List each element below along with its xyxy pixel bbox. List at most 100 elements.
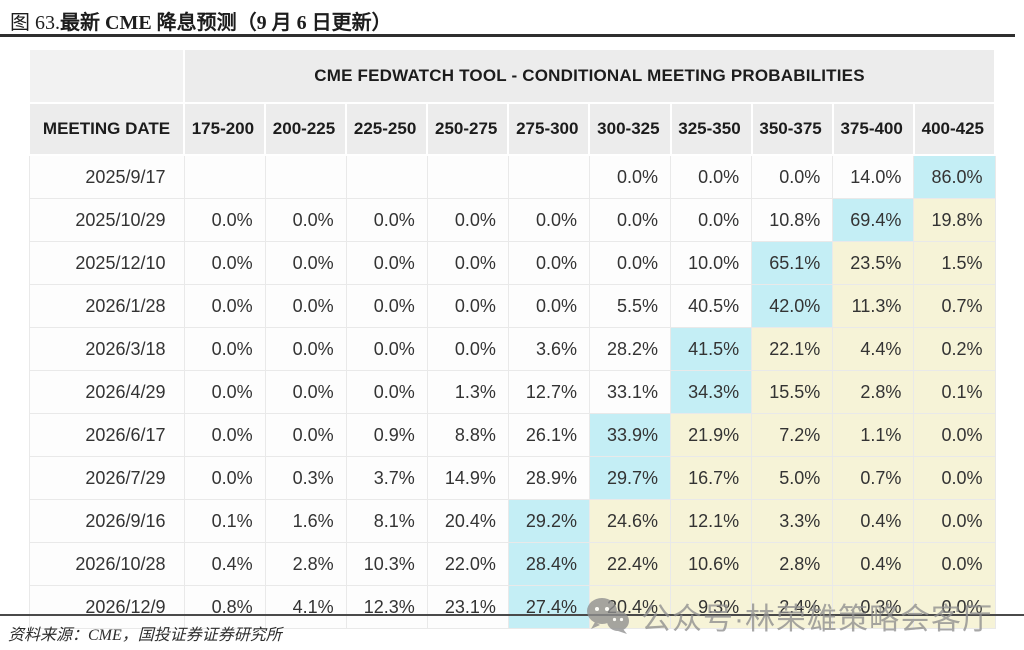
probability-cell: 0.0%: [264, 241, 347, 285]
probability-cell: 23.5%: [832, 241, 915, 285]
figure-title: 图 63.最新 CME 降息预测（9 月 6 日更新）: [10, 6, 392, 35]
table-row: 2025/12/10 0.0% 0.0% 0.0% 0.0% 0.0% 0.0% 10.0% 6…: [28, 241, 996, 285]
probability-cell: 26.1%: [507, 413, 590, 457]
probability-cell: 0.0%: [751, 154, 834, 199]
probability-cell: 0.0%: [507, 198, 590, 242]
probability-cell: 3.3%: [751, 499, 834, 543]
probability-cell: 0.0%: [507, 241, 590, 285]
table-row: 2026/1/28 0.0% 0.0% 0.0% 0.0% 0.0% 5.5% 40.5% 42…: [28, 284, 996, 328]
probability-cell: 3.7%: [345, 456, 428, 500]
spanning-header-row: CME FEDWATCH TOOL - CONDITIONAL MEETING …: [28, 48, 996, 104]
rate-range-header: 400-425: [912, 102, 997, 156]
probability-cell: 0.0%: [264, 284, 347, 328]
figure-title-text: 最新 CME 降息预测（9 月 6 日更新）: [60, 12, 392, 34]
probability-cell: 8.1%: [345, 499, 428, 543]
probability-cell: 14.0%: [832, 154, 915, 199]
probability-cell: 7.2%: [751, 413, 834, 457]
probability-cell: 0.0%: [264, 370, 347, 414]
probability-cell: 3.6%: [507, 327, 590, 371]
source-note: 资料来源：CME，国投证券证券研究所: [8, 627, 282, 644]
rate-range-header: 250-275: [426, 102, 510, 156]
probability-cell: 4.4%: [832, 327, 915, 371]
rate-range-header: 300-325: [588, 102, 672, 156]
probability-cell: 28.4%: [507, 542, 590, 586]
column-header-row: MEETING DATE 175-200 200-225 225-250 250-27…: [28, 102, 997, 156]
corner-cell: [28, 48, 185, 104]
probability-cell: 0.0%: [426, 198, 509, 242]
rate-range-header: 375-400: [831, 102, 915, 156]
probability-cell: 0.0%: [588, 154, 672, 199]
probability-cell: 20.4%: [426, 499, 509, 543]
probability-cell: 1.3%: [426, 370, 509, 414]
meeting-date-cell: 2026/6/17: [28, 413, 185, 457]
probability-cell: 0.4%: [832, 542, 915, 586]
probability-cell: 4.1%: [264, 585, 347, 629]
probability-cell: 5.5%: [588, 284, 672, 328]
probability-cell: 12.7%: [507, 370, 590, 414]
probability-cell: 0.0%: [426, 284, 509, 328]
probability-cell: 24.6%: [588, 499, 672, 543]
probability-cell: 86.0%: [913, 154, 996, 199]
probability-cell: 0.0%: [913, 499, 996, 543]
probability-cell: 0.0%: [345, 284, 428, 328]
probability-cell: [345, 154, 428, 199]
probability-cell: 27.4%: [507, 585, 590, 629]
title-underline: [0, 34, 1015, 37]
probability-cell: 0.4%: [183, 542, 266, 586]
rate-range-header: 200-225: [264, 102, 348, 156]
probability-cell: 0.0%: [264, 327, 347, 371]
meeting-date-cell: 2025/10/29: [28, 198, 185, 242]
rate-range-header: 175-200: [182, 102, 267, 156]
probability-cell: 1.5%: [913, 241, 996, 285]
probability-cell: 41.5%: [670, 327, 753, 371]
meeting-date-cell: 2026/4/29: [28, 370, 185, 414]
probability-cell: [507, 154, 590, 199]
probability-cell: 34.3%: [670, 370, 753, 414]
meeting-date-cell: 2026/3/18: [28, 327, 185, 371]
probability-cell: 0.0%: [345, 198, 428, 242]
probability-cell: 0.0%: [670, 198, 753, 242]
probability-cell: 0.0%: [345, 327, 428, 371]
probability-cell: 0.0%: [426, 327, 509, 371]
probability-cell: 0.3%: [264, 456, 347, 500]
probability-cell: 1.1%: [832, 413, 915, 457]
probability-cell: 0.1%: [913, 370, 996, 414]
probability-cell: 0.0%: [264, 413, 347, 457]
probability-cell: 0.4%: [832, 499, 915, 543]
probability-cell: 0.0%: [588, 198, 672, 242]
meeting-date-cell: 2026/7/29: [28, 456, 185, 500]
probability-cell: 9.3%: [670, 585, 753, 629]
probability-cell: 16.7%: [670, 456, 753, 500]
probability-table: CME FEDWATCH TOOL - CONDITIONAL MEETING …: [28, 48, 997, 629]
probability-cell: 2.8%: [832, 370, 915, 414]
probability-cell: 0.0%: [345, 370, 428, 414]
probability-cell: 28.9%: [507, 456, 590, 500]
probability-cell: 0.0%: [264, 198, 347, 242]
probability-cell: 10.8%: [751, 198, 834, 242]
probability-cell: 33.9%: [588, 413, 672, 457]
spanning-header-cell: CME FEDWATCH TOOL - CONDITIONAL MEETING …: [183, 48, 996, 104]
table-row: 2025/9/17 0.0% 0.0% 0.0% 14.0% 86.0%: [28, 154, 996, 199]
rate-range-header: 350-375: [750, 102, 834, 156]
probability-cell: 33.1%: [588, 370, 672, 414]
meeting-date-cell: 2026/9/16: [28, 499, 185, 543]
probability-cell: 14.9%: [426, 456, 509, 500]
rate-range-header: 325-350: [669, 102, 753, 156]
probability-cell: 20.4%: [588, 585, 672, 629]
probability-cell: 0.0%: [183, 413, 266, 457]
probability-cell: 23.1%: [426, 585, 509, 629]
probability-cell: 0.2%: [913, 327, 996, 371]
probability-cell: 0.3%: [832, 585, 915, 629]
table-row: 2026/3/18 0.0% 0.0% 0.0% 0.0% 3.6% 28.2% 41.5% 2…: [28, 327, 996, 371]
probability-cell: 0.0%: [183, 370, 266, 414]
probability-cell: 0.0%: [183, 327, 266, 371]
probability-cell: 0.0%: [345, 241, 428, 285]
probability-cell: 0.0%: [913, 585, 996, 629]
probability-cell: 22.4%: [588, 542, 672, 586]
table-row: 2025/10/29 0.0% 0.0% 0.0% 0.0% 0.0% 0.0% 0.0% 10…: [28, 198, 996, 242]
probability-cell: 0.0%: [913, 413, 996, 457]
bottom-divider: [0, 614, 1024, 616]
probability-cell: [426, 154, 509, 199]
probability-cell: 19.8%: [913, 198, 996, 242]
